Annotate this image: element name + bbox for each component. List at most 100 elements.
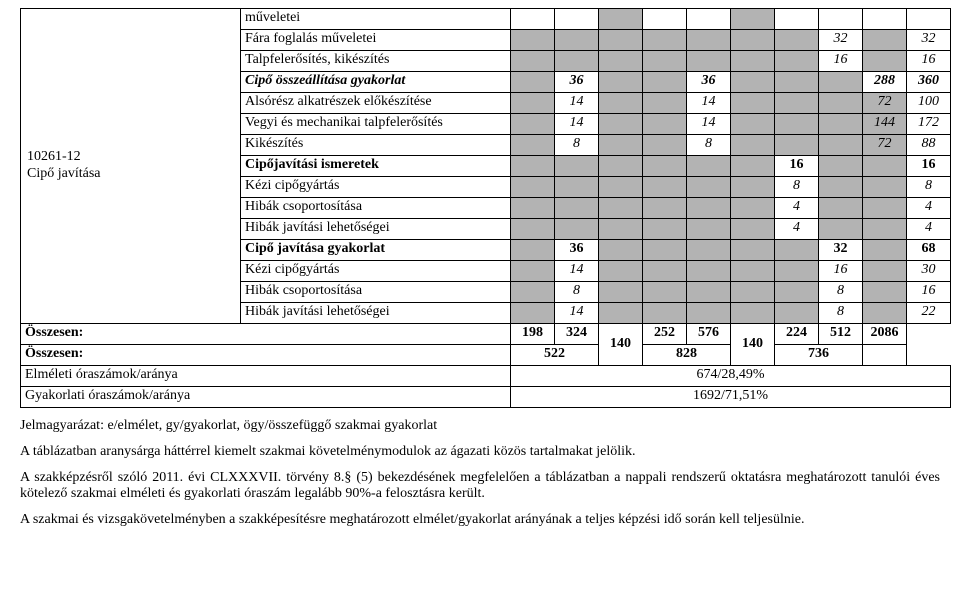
ratio-label: Elméleti óraszámok/aránya — [21, 366, 511, 387]
data-cell — [511, 219, 555, 240]
data-cell — [907, 9, 951, 30]
data-cell — [819, 135, 863, 156]
data-cell — [511, 282, 555, 303]
data-cell — [775, 93, 819, 114]
data-cell — [643, 30, 687, 51]
ratio-label: Gyakorlati óraszámok/aránya — [21, 387, 511, 408]
data-cell — [731, 51, 775, 72]
note-paragraph-2: A szakképzésről szóló 2011. évi CLXXXVII… — [20, 470, 940, 502]
data-cell: 22 — [907, 303, 951, 324]
data-cell: 16 — [819, 261, 863, 282]
ratio-value: 1692/71,51% — [511, 387, 951, 408]
row-label: Talpfelerősítés, kikészítés — [241, 51, 511, 72]
data-cell — [511, 198, 555, 219]
data-cell — [511, 240, 555, 261]
sum-cell: 522 — [511, 345, 599, 366]
data-cell — [643, 282, 687, 303]
row-label: Hibák csoportosítása — [241, 282, 511, 303]
data-cell: 16 — [819, 51, 863, 72]
row-label: Hibák csoportosítása — [241, 198, 511, 219]
sum-row-1: Összesen:1983241402525761402245122086 — [21, 324, 951, 345]
data-cell: 16 — [907, 51, 951, 72]
row-label: Kikészítés — [241, 135, 511, 156]
table-row: 10261-12Cipő javításaműveletei — [21, 9, 951, 30]
data-cell: 144 — [863, 114, 907, 135]
sum-row-2: Összesen:522828736 — [21, 345, 951, 366]
note-paragraph-3: A szakmai és vizsgakövetelményben a szak… — [20, 512, 940, 528]
data-cell — [775, 9, 819, 30]
data-cell — [599, 303, 643, 324]
data-cell — [731, 240, 775, 261]
data-cell: 8 — [907, 177, 951, 198]
sum-label: Összesen: — [21, 324, 511, 345]
data-cell — [863, 282, 907, 303]
data-cell — [511, 156, 555, 177]
data-cell: 14 — [555, 93, 599, 114]
data-cell — [731, 30, 775, 51]
data-cell — [555, 177, 599, 198]
data-cell: 172 — [907, 114, 951, 135]
data-cell: 36 — [555, 72, 599, 93]
data-cell — [599, 9, 643, 30]
data-cell — [599, 261, 643, 282]
data-cell — [687, 282, 731, 303]
data-cell: 288 — [863, 72, 907, 93]
data-cell — [555, 51, 599, 72]
row-label: Alsórész alkatrészek előkészítése — [241, 93, 511, 114]
data-cell: 36 — [687, 72, 731, 93]
ratio-value: 674/28,49% — [511, 366, 951, 387]
data-cell — [731, 198, 775, 219]
data-cell — [643, 72, 687, 93]
data-cell — [687, 30, 731, 51]
sum-cell: 512 — [819, 324, 863, 345]
data-cell — [863, 30, 907, 51]
data-cell: 8 — [775, 177, 819, 198]
data-cell — [599, 135, 643, 156]
data-cell: 4 — [775, 219, 819, 240]
data-cell — [863, 303, 907, 324]
data-cell — [643, 156, 687, 177]
sum-cell: 2086 — [863, 324, 907, 345]
data-cell — [599, 282, 643, 303]
data-cell: 36 — [555, 240, 599, 261]
data-cell — [819, 177, 863, 198]
data-cell — [643, 93, 687, 114]
data-cell: 72 — [863, 135, 907, 156]
data-cell: 8 — [819, 282, 863, 303]
module-name: Cipő javítása — [27, 166, 234, 183]
data-cell: 32 — [907, 30, 951, 51]
data-cell — [599, 114, 643, 135]
row-label: műveletei — [241, 9, 511, 30]
data-cell — [819, 93, 863, 114]
data-cell — [599, 156, 643, 177]
ratio-row: Gyakorlati óraszámok/aránya1692/71,51% — [21, 387, 951, 408]
sum-cell: 140 — [731, 324, 775, 366]
data-cell — [511, 72, 555, 93]
data-cell: 14 — [687, 93, 731, 114]
data-cell — [819, 198, 863, 219]
data-cell — [731, 72, 775, 93]
data-cell — [731, 135, 775, 156]
data-cell: 360 — [907, 72, 951, 93]
data-cell: 8 — [819, 303, 863, 324]
data-cell — [643, 219, 687, 240]
data-cell — [599, 51, 643, 72]
data-cell — [731, 219, 775, 240]
data-cell: 68 — [907, 240, 951, 261]
data-cell: 8 — [687, 135, 731, 156]
data-cell: 16 — [907, 282, 951, 303]
row-label: Hibák javítási lehetőségei — [241, 219, 511, 240]
data-cell — [775, 261, 819, 282]
data-cell — [555, 198, 599, 219]
data-cell: 16 — [775, 156, 819, 177]
sum-cell: 224 — [775, 324, 819, 345]
sum-cell: 736 — [775, 345, 863, 366]
data-cell — [687, 240, 731, 261]
row-label: Cipőjavítási ismeretek — [241, 156, 511, 177]
data-cell — [731, 177, 775, 198]
data-cell — [511, 135, 555, 156]
data-cell: 4 — [907, 198, 951, 219]
data-cell — [643, 240, 687, 261]
data-cell: 88 — [907, 135, 951, 156]
data-cell — [863, 261, 907, 282]
